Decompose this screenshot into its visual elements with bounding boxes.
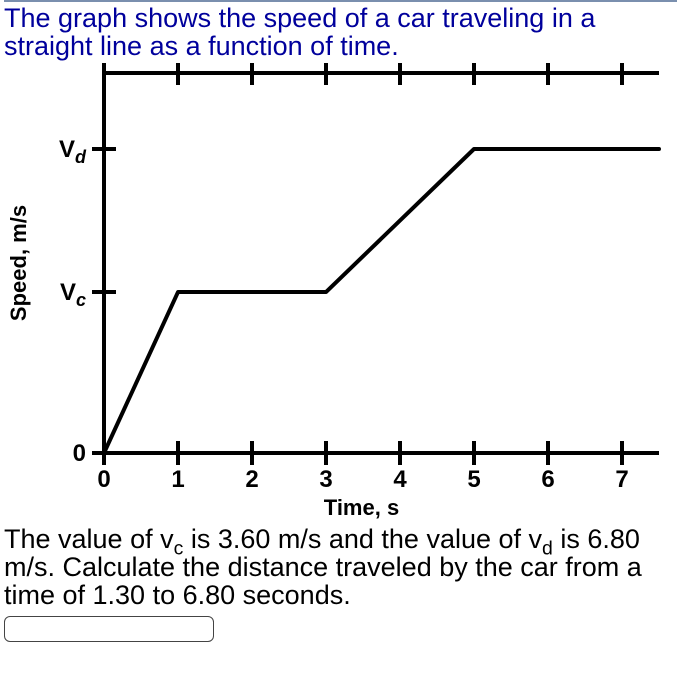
q-part-2: is 3.60 m/s and the value of v <box>183 524 542 554</box>
svg-text:0: 0 <box>97 466 110 493</box>
question-text: The value of vc is 3.60 m/s and the valu… <box>4 525 677 610</box>
svg-text:0: 0 <box>73 440 86 467</box>
svg-text:4: 4 <box>393 466 407 493</box>
q-part-1: The value of v <box>4 524 174 554</box>
svg-text:5: 5 <box>467 466 480 493</box>
svg-text:6: 6 <box>541 466 554 493</box>
svg-text:2: 2 <box>245 466 258 493</box>
svg-text:1: 1 <box>171 466 184 493</box>
svg-text:7: 7 <box>615 466 628 493</box>
speed-time-chart: 012345670VcVdTime, sSpeed, m/s <box>4 63 674 523</box>
svg-text:Time, s: Time, s <box>324 495 399 520</box>
answer-input[interactable] <box>4 616 214 642</box>
svg-text:3: 3 <box>319 466 332 493</box>
prompt-text: The graph shows the speed of a car trave… <box>4 4 677 61</box>
svg-text:Speed, m/s: Speed, m/s <box>6 205 31 321</box>
